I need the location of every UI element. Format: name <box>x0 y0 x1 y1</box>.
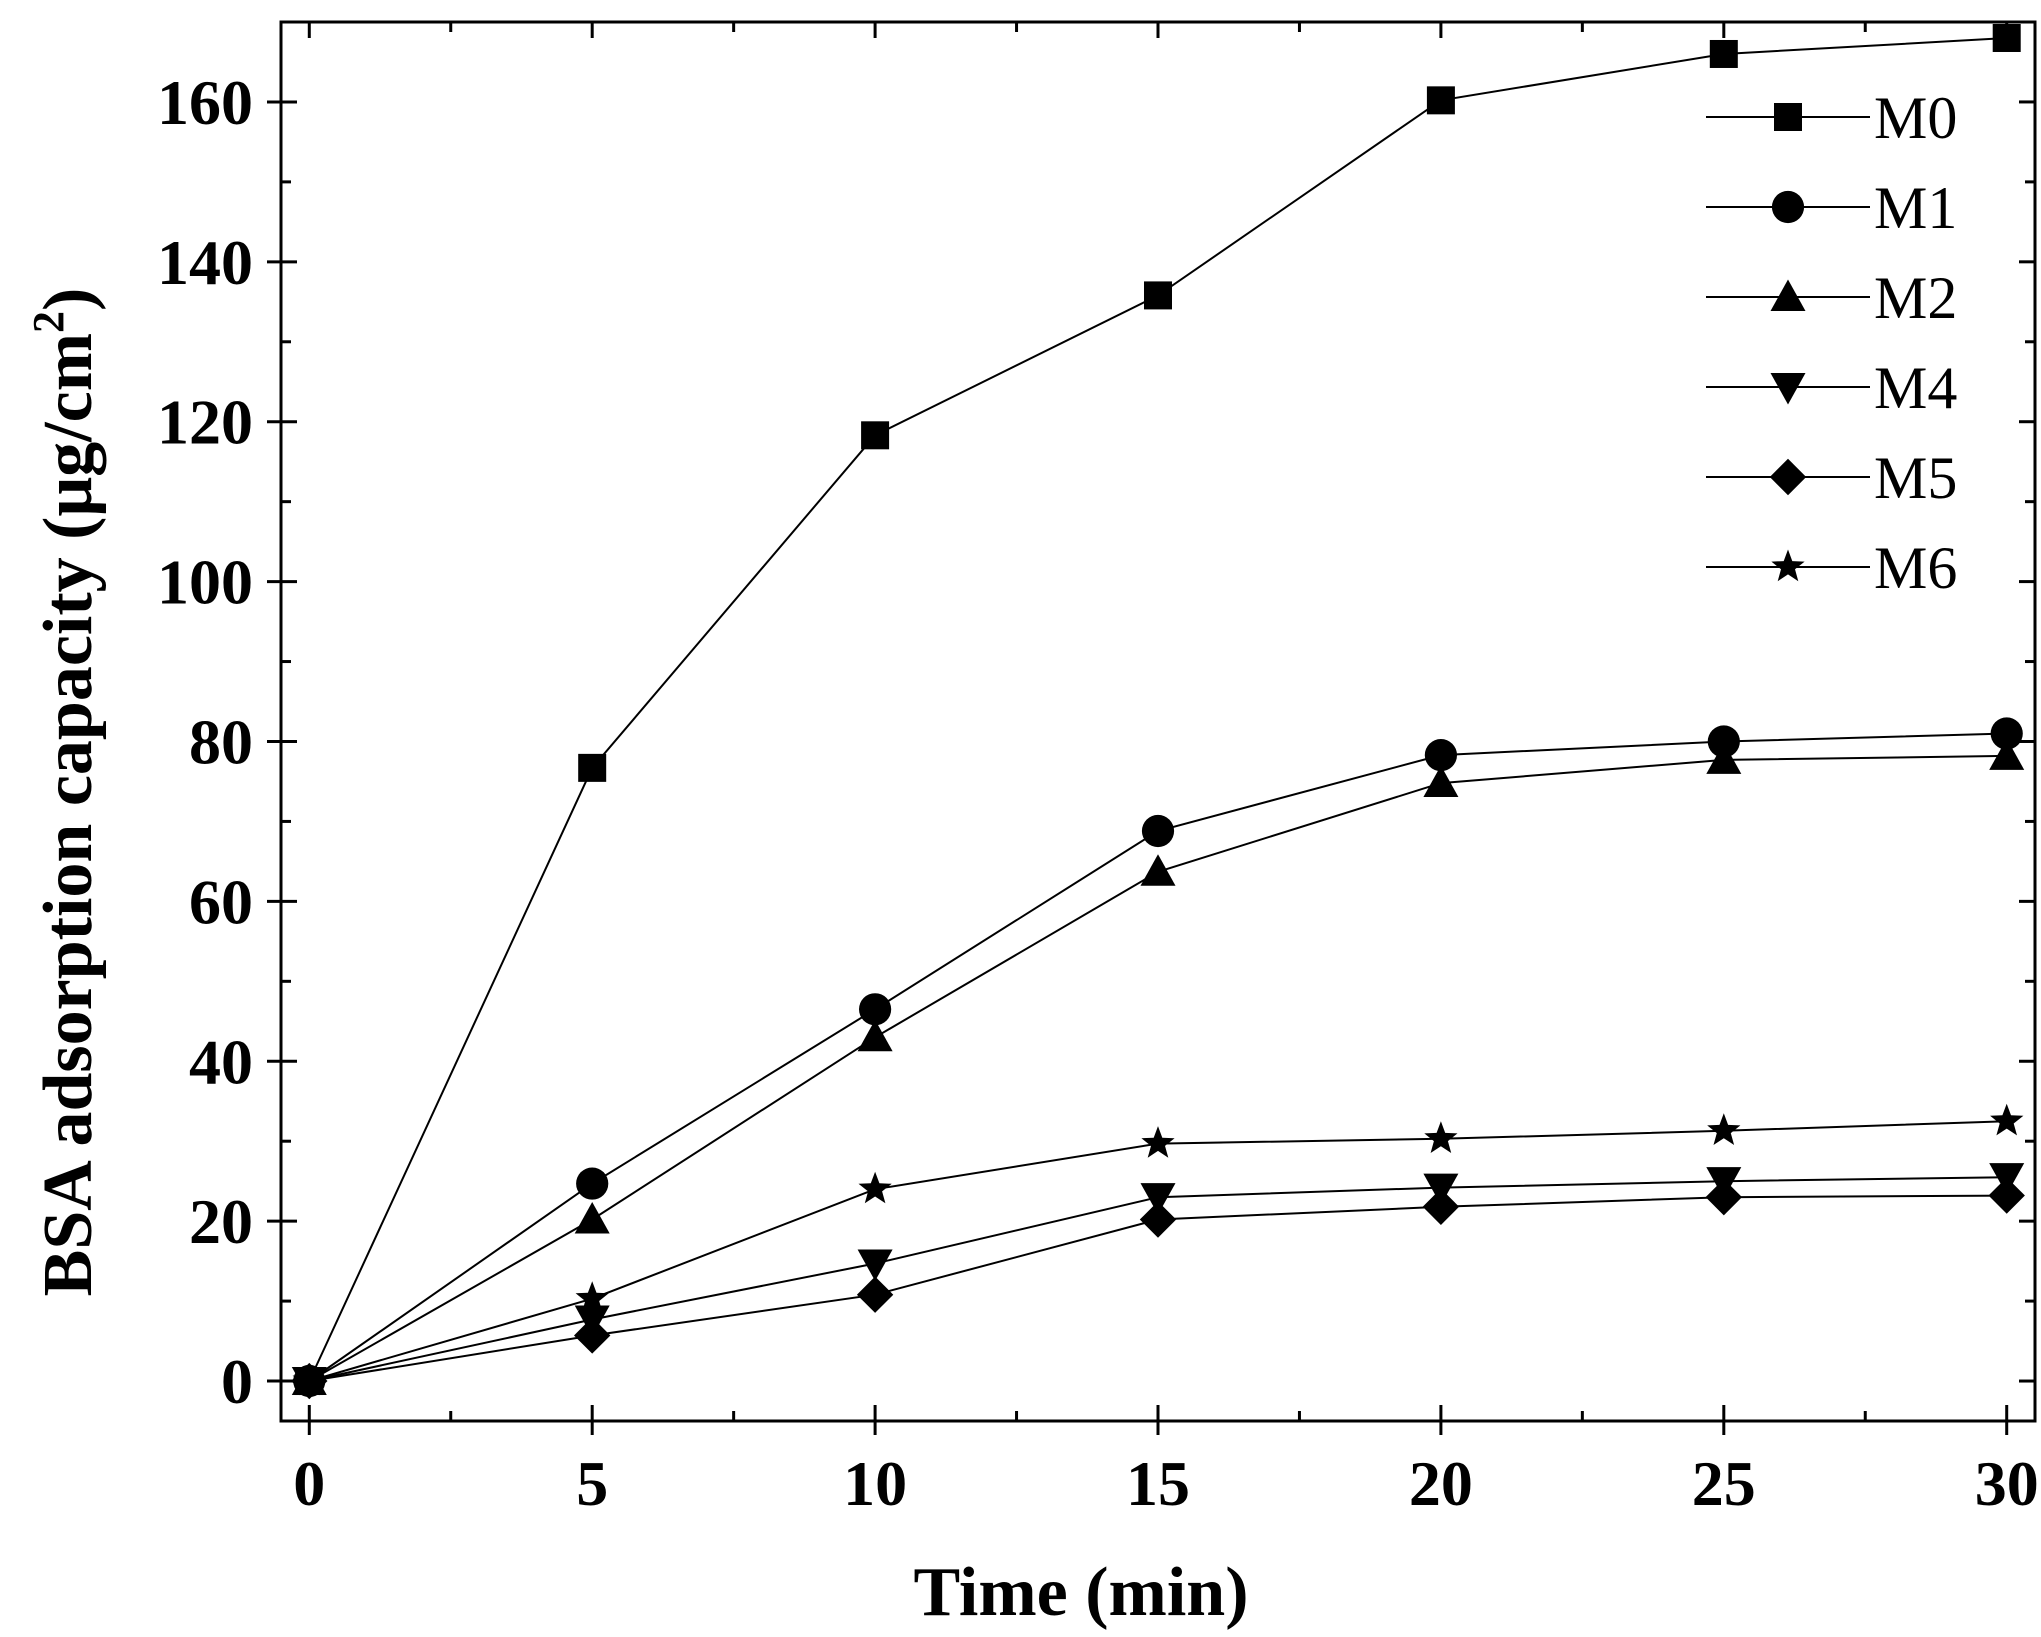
data-point-m0 <box>1144 281 1172 310</box>
x-tick-label: 10 <box>843 1448 907 1519</box>
data-point-m0 <box>861 421 890 450</box>
legend-item-m0: M0 <box>1706 85 1957 151</box>
x-tick-label: 20 <box>1409 1448 1473 1519</box>
data-point-m4 <box>857 1249 893 1282</box>
y-axis-title-superscript: 2 <box>24 311 73 333</box>
x-tick-label: 5 <box>576 1448 608 1519</box>
legend-marker-m0 <box>1774 103 1802 131</box>
data-point-m5 <box>1422 1188 1460 1225</box>
series-line-m2 <box>308 754 2007 1382</box>
x-tick-label: 15 <box>1126 1448 1190 1519</box>
data-point-m5 <box>1705 1178 1743 1216</box>
x-tick-label: 0 <box>293 1448 325 1519</box>
data-point-m1 <box>1990 717 2023 750</box>
data-point-m2 <box>1989 738 2025 770</box>
data-point-m1 <box>1707 725 1740 758</box>
data-point-m5 <box>1988 1177 2025 1214</box>
legend-item-m6: M6 <box>1706 535 1957 601</box>
data-point-m2 <box>1140 854 1176 886</box>
legend-item-m4: M4 <box>1706 355 1957 421</box>
legend-marker-m5 <box>1769 458 1807 496</box>
y-tick-label: 0 <box>221 1346 253 1417</box>
data-point-m6 <box>1990 1103 2024 1136</box>
legend-label: M2 <box>1874 265 1957 331</box>
legend-marker-m4 <box>1770 373 1806 405</box>
data-point-m2 <box>1706 742 1742 774</box>
y-axis-title-suffix: ) <box>30 288 107 311</box>
data-point-m0 <box>1426 86 1455 115</box>
data-point-m5 <box>1139 1201 1177 1238</box>
data-point-m4 <box>1140 1183 1176 1215</box>
y-tick-label: 60 <box>189 866 253 937</box>
data-point-m1 <box>1424 738 1458 772</box>
data-point-m1 <box>576 1167 609 1200</box>
data-point-m5 <box>573 1317 611 1354</box>
data-point-m6 <box>575 1281 609 1313</box>
y-tick-label: 160 <box>157 67 253 138</box>
legend-label: M1 <box>1874 175 1957 241</box>
y-tick-label: 100 <box>157 547 253 618</box>
legend-item-m1: M1 <box>1706 175 1957 241</box>
data-point-m1 <box>858 993 892 1026</box>
y-axis-title: BSA adsorption capacity (μg/cm2) <box>24 288 107 1297</box>
series-m2 <box>291 738 2025 1396</box>
data-point-m0 <box>1709 39 1738 68</box>
legend-item-m2: M2 <box>1706 265 1957 331</box>
series-layer <box>291 23 2025 1400</box>
legend-item-m5: M5 <box>1706 445 1957 511</box>
legend-marker-m1 <box>1771 190 1805 224</box>
legend-marker-m2 <box>1770 279 1806 311</box>
y-tick-label: 140 <box>157 227 253 298</box>
data-point-m6 <box>1707 1113 1741 1145</box>
legend-label: M6 <box>1874 535 1957 601</box>
data-point-m6 <box>1141 1126 1175 1158</box>
x-axis-title: Time (min) <box>913 1554 1248 1631</box>
series-line-m6 <box>309 1120 2007 1382</box>
data-point-m2 <box>574 1202 610 1234</box>
legend-marker-m6 <box>1771 549 1805 582</box>
legend-label: M4 <box>1874 355 1957 421</box>
series-m5 <box>291 1177 2025 1400</box>
axes-layer: 0 5 10 15 20 25 30 0 20 40 60 80 100 120 140 160 <box>157 20 2039 1519</box>
y-tick-label: 20 <box>189 1186 253 1257</box>
series-m4 <box>291 1163 2025 1399</box>
data-point-m0 <box>1992 23 2021 52</box>
x-tick-label: 30 <box>1975 1448 2039 1519</box>
data-point-m5 <box>856 1276 894 1313</box>
data-point-m2 <box>857 1019 893 1052</box>
series-line-m0 <box>308 37 2007 1382</box>
data-point-m0 <box>578 753 607 782</box>
legend: M0 M1 M2 M4 M5 M6 <box>1706 85 1957 601</box>
y-tick-label: 80 <box>189 706 253 777</box>
data-point-m2 <box>1423 765 1459 798</box>
y-axis-title-main: BSA adsorption capacity (μg/cm <box>30 333 107 1296</box>
series-m6 <box>292 1103 2024 1396</box>
legend-label: M5 <box>1874 445 1957 511</box>
y-tick-label: 40 <box>189 1026 253 1097</box>
data-point-m6 <box>858 1171 892 1204</box>
x-tick-label: 25 <box>1692 1448 1756 1519</box>
data-point-m6 <box>1424 1121 1458 1153</box>
data-point-m6 <box>292 1363 326 1396</box>
legend-label: M0 <box>1874 85 1957 151</box>
y-tick-label: 120 <box>157 387 253 458</box>
series-m1 <box>293 717 2023 1398</box>
data-point-m1 <box>1141 814 1175 848</box>
